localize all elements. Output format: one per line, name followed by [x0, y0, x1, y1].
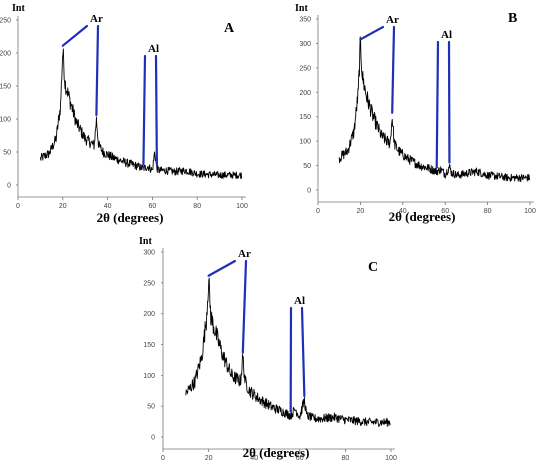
panel-b: 0 50 100 150 200 250 300 350 0 20 40 60 80 100 Int 2θ (… [295, 3, 536, 224]
x-tick-label: 0 [16, 203, 20, 210]
peak-marker-line [359, 25, 385, 41]
peak-marker-line [154, 54, 158, 166]
diffraction-trace [39, 48, 243, 180]
x-axis-label: 2θ (degrees) [389, 209, 456, 224]
y-axis-label: Int [295, 3, 308, 14]
y-tick-label: 200 [299, 90, 311, 97]
peak-marker-line [300, 306, 306, 398]
y-tick-label: 50 [3, 150, 11, 157]
x-tick-label: 60 [441, 208, 449, 215]
y-tick-label: 300 [143, 250, 155, 257]
y-tick-label: 200 [143, 311, 155, 318]
x-tick-label: 80 [193, 203, 201, 210]
y-tick-label: 100 [143, 373, 155, 380]
y-tick-label: 100 [0, 117, 11, 124]
x-tick-label: 40 [399, 208, 407, 215]
y-tick-label: 250 [143, 280, 155, 287]
peak-marker-line [435, 40, 440, 169]
y-tick-label: 200 [0, 51, 11, 58]
x-tick-label: 0 [316, 208, 320, 215]
annotation-ar: Ar [90, 13, 103, 25]
panel-letter: C [368, 260, 378, 275]
y-tick-label: 50 [303, 163, 311, 170]
peak-marker-line [241, 259, 248, 354]
x-tick-label: 40 [250, 455, 258, 462]
diffraction-trace [338, 36, 531, 182]
panel-a: 0 50 100 150 200 250 0 20 40 60 80 100 Int 2θ (degree… [0, 3, 248, 225]
panel-letter: A [224, 21, 235, 36]
y-tick-label: 0 [307, 188, 311, 195]
peak-marker-line [142, 54, 147, 166]
y-tick-label: 300 [299, 41, 311, 48]
y-tick-label: 0 [7, 183, 11, 190]
x-tick-label: 60 [296, 455, 304, 462]
y-tick-label: 150 [143, 342, 155, 349]
diffraction-trace [185, 277, 391, 427]
y-tick-label: 0 [151, 435, 155, 442]
peak-marker-line [391, 25, 396, 114]
x-tick-label: 100 [524, 208, 536, 215]
x-tick-label: 80 [342, 455, 350, 462]
x-tick-label: 20 [357, 208, 365, 215]
annotation-al: Al [441, 29, 452, 41]
peak-marker-line [61, 24, 89, 47]
y-tick-label: 250 [0, 18, 11, 25]
annotation-ar: Ar [386, 14, 399, 26]
x-tick-label: 100 [385, 455, 397, 462]
panel-c: 0 50 100 150 200 250 300 0 20 40 60 80 100 Int 2θ (deg… [139, 236, 397, 462]
panel-letter: B [508, 11, 517, 26]
annotation-al: Al [148, 43, 159, 55]
y-tick-label: 350 [299, 17, 311, 24]
y-tick-label: 150 [0, 84, 11, 91]
x-tick-label: 0 [161, 455, 165, 462]
x-tick-label: 20 [205, 455, 213, 462]
x-tick-label: 20 [59, 203, 67, 210]
x-tick-label: 100 [236, 203, 248, 210]
y-axis-label: Int [139, 236, 152, 247]
annotation-al: Al [294, 295, 305, 307]
y-axis-label: Int [12, 3, 25, 14]
annotation-ar: Ar [238, 248, 251, 260]
y-tick-label: 50 [147, 404, 155, 411]
x-tick-label: 80 [484, 208, 492, 215]
y-tick-label: 100 [299, 139, 311, 146]
peak-marker-line [207, 259, 237, 277]
x-axis-label: 2θ (degrees) [97, 210, 164, 225]
x-tick-label: 60 [149, 203, 157, 210]
y-tick-label: 250 [299, 65, 311, 72]
peak-marker-line [95, 24, 100, 117]
y-tick-label: 150 [299, 114, 311, 121]
x-tick-label: 40 [104, 203, 112, 210]
x-axis-label: 2θ (degrees) [243, 445, 310, 460]
